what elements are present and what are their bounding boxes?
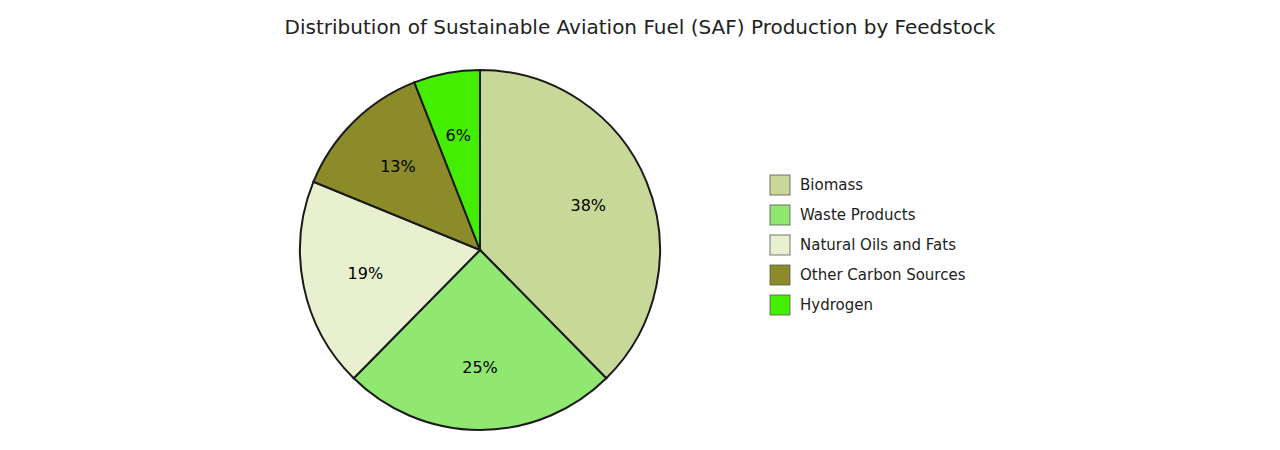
legend: Biomass Waste Products Natural Oils and Fa… bbox=[770, 175, 966, 315]
legend-item: Other Carbon Sources bbox=[770, 265, 966, 285]
data-label: 6% bbox=[446, 126, 471, 145]
legend-item: Natural Oils and Fats bbox=[770, 235, 956, 255]
legend-item: Waste Products bbox=[770, 205, 916, 225]
data-label: 25% bbox=[462, 358, 498, 377]
legend-label: Other Carbon Sources bbox=[800, 266, 966, 284]
data-label: 13% bbox=[380, 157, 416, 176]
legend-label: Biomass bbox=[800, 176, 863, 194]
legend-label: Waste Products bbox=[800, 206, 916, 224]
legend-item: Hydrogen bbox=[770, 295, 873, 315]
legend-label: Natural Oils and Fats bbox=[800, 236, 956, 254]
legend-swatch bbox=[770, 235, 790, 255]
slice bbox=[414, 70, 480, 250]
legend-item: Biomass bbox=[770, 175, 863, 195]
data-label: 38% bbox=[570, 196, 606, 215]
title: Distribution of Sustainable Aviation Fue… bbox=[285, 15, 996, 39]
chart: Distribution of Sustainable Aviation Fue… bbox=[0, 0, 1280, 450]
legend-swatch bbox=[770, 205, 790, 225]
legend-label: Hydrogen bbox=[800, 296, 873, 314]
data-label: 19% bbox=[348, 264, 384, 283]
legend-swatch bbox=[770, 265, 790, 285]
pie: 38% 25% 19% 13% 6% bbox=[300, 70, 660, 430]
legend-swatch bbox=[770, 295, 790, 315]
legend-swatch bbox=[770, 175, 790, 195]
